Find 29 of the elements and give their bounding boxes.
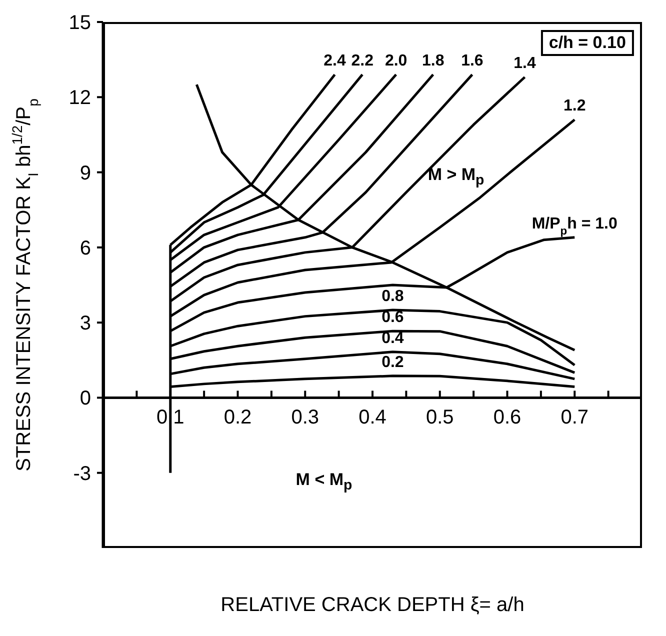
x-tick-label: 0.5	[426, 406, 454, 429]
y-tick-label: 15	[68, 12, 91, 34]
x-axis-title: RELATIVE CRACK DEPTH ξ= a/h	[220, 594, 524, 616]
series-label: 0.4	[382, 330, 404, 347]
series-label: 1.4	[514, 55, 536, 72]
series-label: 2.2	[351, 52, 374, 70]
series-label: 1.2	[564, 98, 586, 115]
series-label: 2.0	[384, 52, 408, 70]
annotation: M > M$_{p}$	[426, 164, 486, 190]
y-tick-label: 0	[80, 388, 91, 410]
annotation: c/h = 0.10	[540, 30, 634, 56]
series-label: 0.2	[382, 354, 404, 371]
x-tick-label: 0.2	[224, 406, 252, 429]
y-tick-label: 9	[80, 162, 91, 184]
y-tick-label: 12	[68, 87, 91, 110]
series-label: 1.8	[422, 52, 444, 70]
y-tick-label: -3	[73, 462, 91, 485]
series-label: 1.6	[461, 52, 484, 70]
series-label: 0.8	[382, 288, 404, 306]
x-tick-label: 0.7	[560, 406, 589, 429]
x-tick-label: 0.4	[358, 406, 386, 429]
y-tick-label: 3	[80, 312, 91, 335]
y-tick-label: 6	[80, 237, 91, 260]
annotation: M < M$_{p}$	[294, 469, 354, 494]
series-label: 2.4	[324, 52, 346, 70]
x-tick-label: 0.6	[493, 406, 522, 429]
x-tick-label: 0.3	[291, 406, 320, 429]
series-label: M/P$_{p}$h = 1.0	[532, 215, 618, 238]
series-label: 0.6	[382, 309, 404, 326]
